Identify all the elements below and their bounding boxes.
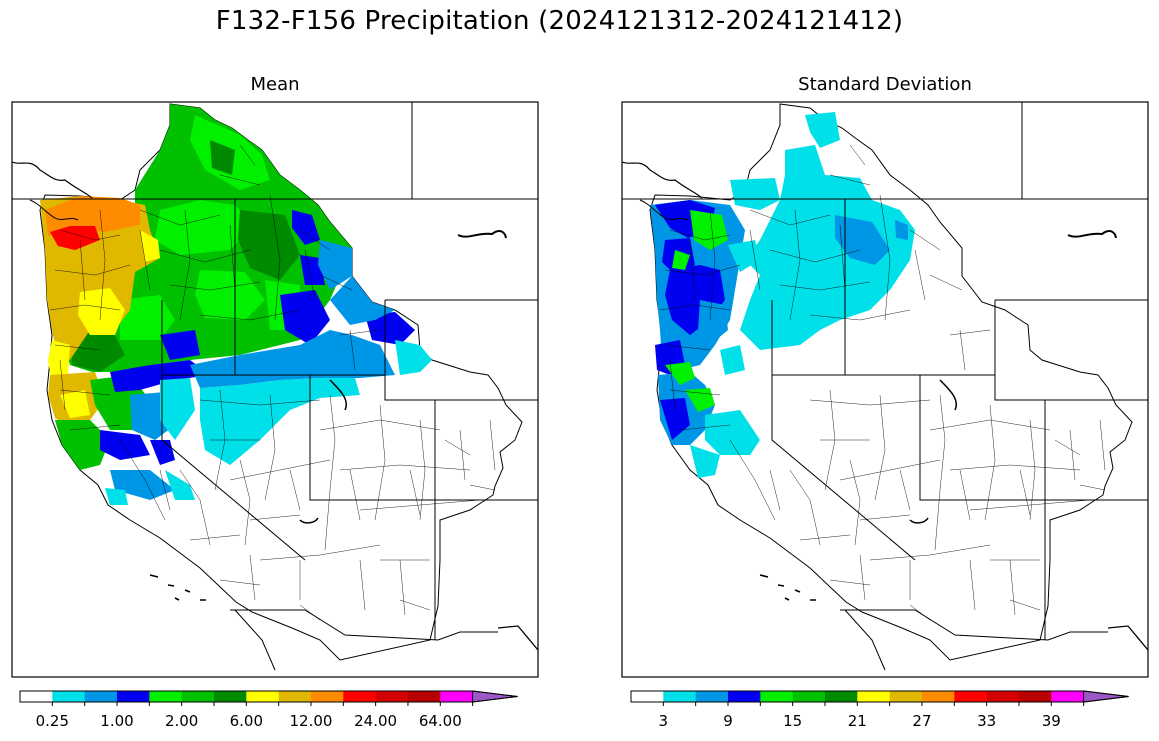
- panel-title-std: Standard Deviation: [798, 74, 972, 95]
- colorbar-mean-color-6: [213, 691, 247, 702]
- colorbar-mean-color-7: [246, 691, 279, 702]
- colorbar-mean-color-12: [407, 691, 441, 702]
- colorbar-std-color-3: [727, 691, 761, 702]
- colorbar-std-color-1: [663, 691, 696, 702]
- figure-title: F132-F156 Precipitation (2024121312-2024…: [215, 6, 904, 36]
- colorbar-std: 3 9 15 21 27 33 39: [630, 690, 1129, 730]
- colorbar-std-tick-label: 39: [1042, 712, 1061, 730]
- colorbar-std-tick-label: 33: [977, 712, 996, 730]
- colorbar-std-color-12: [1018, 691, 1052, 702]
- colorbar-std-tick-label: 15: [783, 712, 802, 730]
- colorbar-std-color-10: [954, 691, 987, 702]
- colorbar-mean-tick-label: 2.00: [165, 712, 198, 730]
- colorbar-mean-tick-label: 0.25: [36, 712, 69, 730]
- colorbar-mean-color-11: [375, 691, 409, 702]
- colorbar-mean-color-8: [278, 691, 312, 702]
- colorbar-std-color-6: [824, 691, 858, 702]
- mean-map: [11, 101, 539, 678]
- colorbar-std-tick-label: 21: [848, 712, 867, 730]
- colorbar-std-color-11: [986, 691, 1020, 702]
- colorbar-mean-tick-label: 1.00: [100, 712, 133, 730]
- colorbar-mean-color-10: [343, 691, 376, 702]
- colorbar-std-color-13: [1051, 691, 1084, 702]
- colorbar-mean-color-13: [440, 691, 473, 702]
- colorbar-std-tick-label: 9: [723, 712, 733, 730]
- panel-title-mean: Mean: [250, 74, 300, 95]
- colorbar-mean-color-1: [52, 691, 85, 702]
- colorbar-mean-tick-label: 64.00: [419, 712, 462, 730]
- std-map: [621, 101, 1149, 678]
- colorbar-mean-tick-label: 12.00: [289, 712, 332, 730]
- colorbar-mean-color-4: [149, 691, 182, 702]
- colorbar-std-color-9: [921, 691, 955, 702]
- colorbar-mean-tick-label: 6.00: [230, 712, 263, 730]
- colorbar-mean-color-2: [84, 691, 118, 702]
- colorbar-std-color-0: [631, 691, 664, 702]
- colorbar-mean-tick-label: 24.00: [354, 712, 397, 730]
- colorbar-mean-color-3: [116, 691, 150, 702]
- colorbar-mean: 0.25 1.00 2.00 6.00 12.00 24.00 64.00: [19, 690, 518, 730]
- colorbar-mean-color-9: [310, 691, 344, 702]
- colorbar-std-tick-label: 27: [912, 712, 931, 730]
- colorbar-std-color-7: [857, 691, 890, 702]
- colorbar-mean-color-5: [181, 691, 215, 702]
- colorbar-std-tick-label: 3: [659, 712, 669, 730]
- colorbar-std-color-4: [760, 691, 793, 702]
- colorbar-std-color-5: [792, 691, 826, 702]
- colorbar-mean-color-0: [20, 691, 53, 702]
- colorbar-std-extend-arrow: [1083, 690, 1129, 703]
- colorbar-mean-extend-arrow: [472, 690, 518, 703]
- colorbar-std-color-2: [695, 691, 729, 702]
- colorbar-std-color-8: [889, 691, 923, 702]
